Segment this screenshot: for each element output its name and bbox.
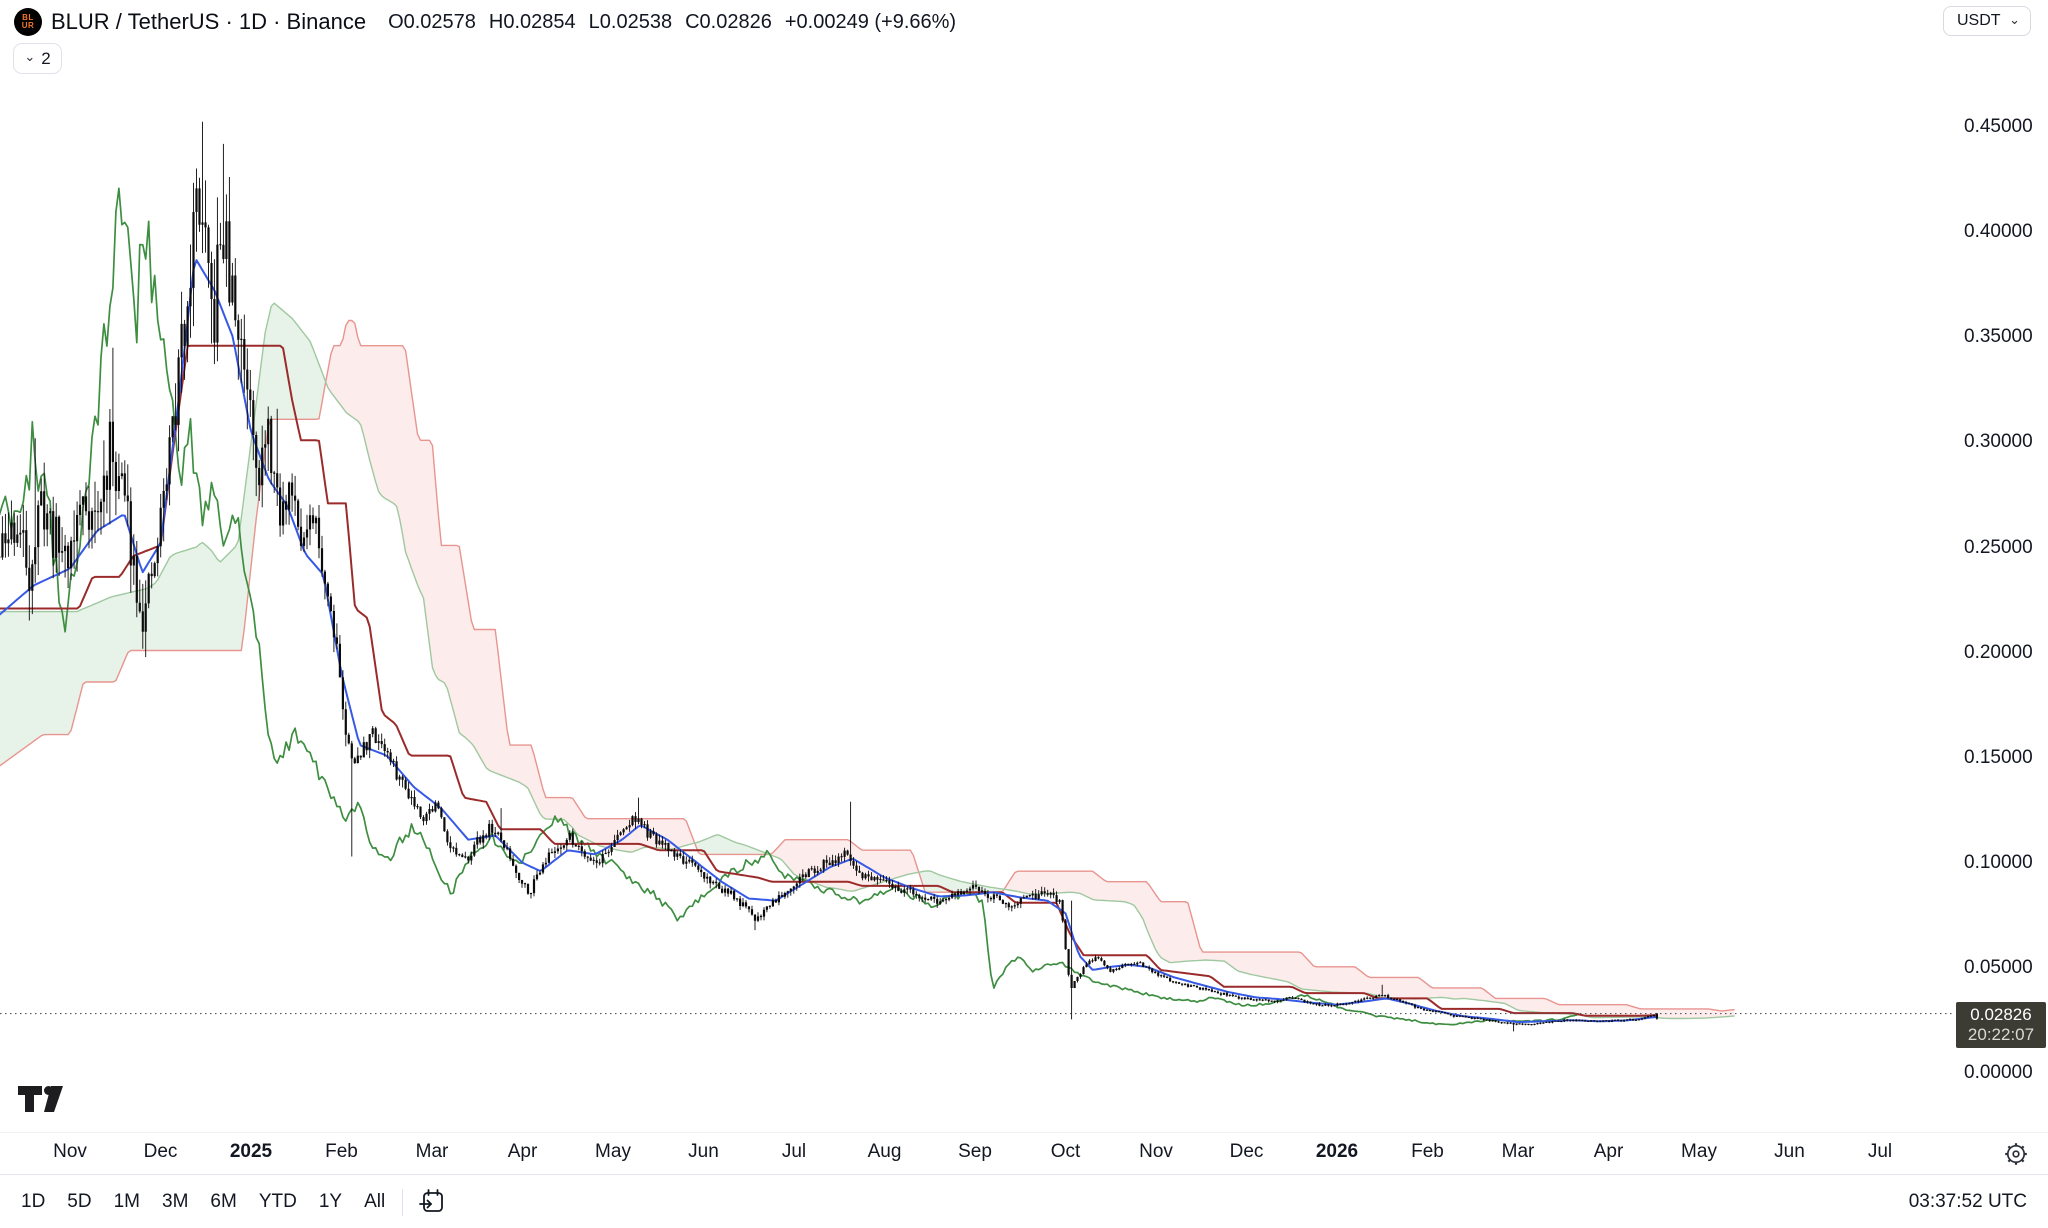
time-axis-label: Nov <box>1139 1141 1173 1162</box>
ohlc-open: O0.02578 <box>388 10 476 33</box>
time-axis-label: Jun <box>1774 1141 1805 1162</box>
price-axis-label: 0.10000 <box>1964 851 2033 873</box>
plot-area <box>0 121 1955 1032</box>
time-axis-separator <box>0 1132 2048 1133</box>
price-axis-label: 0.20000 <box>1964 641 2033 663</box>
range-1d-button[interactable]: 1D <box>10 1186 56 1218</box>
chikou-span-line <box>0 187 1580 1026</box>
time-axis-label: May <box>595 1141 631 1162</box>
senkou-span-a-line <box>0 302 1735 1020</box>
symbol-title[interactable]: BLUR / TetherUS · 1D · Binance <box>51 9 367 34</box>
bar-countdown: 20:22:07 <box>1967 1024 2035 1044</box>
time-axis-label: Mar <box>415 1141 449 1162</box>
senkou-span-b-line <box>0 319 1735 1012</box>
time-axis-label: Jul <box>781 1141 807 1162</box>
go-to-date-button[interactable] <box>415 1185 449 1219</box>
time-axis-label: Aug <box>867 1141 902 1162</box>
indicators-collapse-chip[interactable]: ⌄ 2 <box>13 43 62 74</box>
time-axis-label: 2025 <box>229 1141 273 1162</box>
chart-settings-gear-icon[interactable] <box>2002 1140 2030 1168</box>
chevron-down-icon: ⌄ <box>24 49 36 64</box>
range-ytd-button[interactable]: YTD <box>248 1186 308 1218</box>
current-price-value: 0.02826 <box>1970 1004 2032 1024</box>
range-all-button[interactable]: All <box>353 1186 396 1218</box>
range-1m-button[interactable]: 1M <box>103 1186 151 1218</box>
ichimoku-cloud <box>326 320 694 852</box>
time-axis-label: Jul <box>1867 1141 1893 1162</box>
price-axis-label: 0.45000 <box>1964 116 2033 138</box>
coin-logo-text-top: BL <box>22 13 34 22</box>
ichimoku-cloud <box>0 303 327 766</box>
time-axis-label: Nov <box>53 1141 87 1162</box>
ohlc-low: L0.02538 <box>588 10 673 33</box>
ohlc-close: C0.02826 <box>685 10 772 33</box>
range-6m-button[interactable]: 6M <box>199 1186 247 1218</box>
ohlc-high: H0.02854 <box>488 10 576 33</box>
toolbar-divider <box>402 1188 404 1216</box>
price-axis-label: 0.25000 <box>1964 536 2033 558</box>
price-axis-label: 0.00000 <box>1964 1062 2033 1083</box>
clock-timezone-button[interactable]: 03:37:52 UTC <box>1903 1190 2033 1214</box>
ichimoku-cloud <box>693 835 769 855</box>
candle-bodies <box>0 188 1658 1026</box>
chevron-down-icon: ⌄ <box>2009 11 2020 27</box>
ohlc-values: O0.02578 H0.02854 L0.02538 C0.02826 +0.0… <box>388 11 969 34</box>
time-axis-label: Dec <box>1229 1141 1264 1162</box>
ichimoku-cloud <box>768 839 918 892</box>
ichimoku-cloud <box>1004 871 1735 1019</box>
date-range-buttons: 1D 5D 1M 3M 6M YTD 1Y All <box>10 1186 396 1218</box>
time-axis-label: Dec <box>143 1141 178 1162</box>
time-axis[interactable]: Nov Dec 2025 Feb Mar Apr May Jun Jul Aug Sep Oct Nov… <box>0 1132 2048 1174</box>
time-axis-label: Feb <box>325 1141 358 1162</box>
blur-coin-icon: BL UR <box>14 8 42 36</box>
ohlc-change: +0.00249 (+9.66%) <box>784 10 957 33</box>
currency-select-button[interactable]: USDT ⌄ <box>1943 6 2031 36</box>
time-axis-label: Oct <box>1050 1141 1081 1162</box>
coin-logo-text-bottom: UR <box>21 21 35 30</box>
time-axis-label: Feb <box>1411 1141 1444 1162</box>
price-axis-label: 0.30000 <box>1964 431 2033 453</box>
range-5d-button[interactable]: 5D <box>56 1186 102 1218</box>
current-price-tag: 0.02826 20:22:07 <box>1956 1001 2046 1048</box>
chart-header: BL UR BLUR / TetherUS · 1D · Binance O0.… <box>14 6 969 38</box>
time-axis-label: Mar <box>1501 1141 1535 1162</box>
time-axis-label: Apr <box>507 1141 538 1162</box>
tenkan-sen-line <box>0 259 1658 1024</box>
bottom-toolbar: 1D 5D 1M 3M 6M YTD 1Y All 03:37:52 UTC <box>0 1174 2048 1228</box>
currency-label: USDT <box>1957 12 2001 29</box>
price-axis-label: 0.15000 <box>1964 746 2033 768</box>
kijun-sen-line <box>0 344 1657 1017</box>
range-3m-button[interactable]: 3M <box>151 1186 199 1218</box>
time-axis-label: Apr <box>1593 1141 1624 1162</box>
price-axis-label: 0.40000 <box>1964 221 2033 243</box>
price-axis-label: 0.35000 <box>1964 326 2033 348</box>
range-1y-button[interactable]: 1Y <box>308 1186 353 1218</box>
time-axis-label: May <box>1681 1141 1717 1162</box>
indicators-count: 2 <box>41 48 51 68</box>
price-axis-label: 0.05000 <box>1964 956 2033 978</box>
tradingview-logo[interactable] <box>17 1085 77 1118</box>
time-axis-label: Sep <box>958 1141 992 1162</box>
time-axis-label: 2026 <box>1315 1141 1359 1162</box>
time-axis-label: Jun <box>688 1141 719 1162</box>
